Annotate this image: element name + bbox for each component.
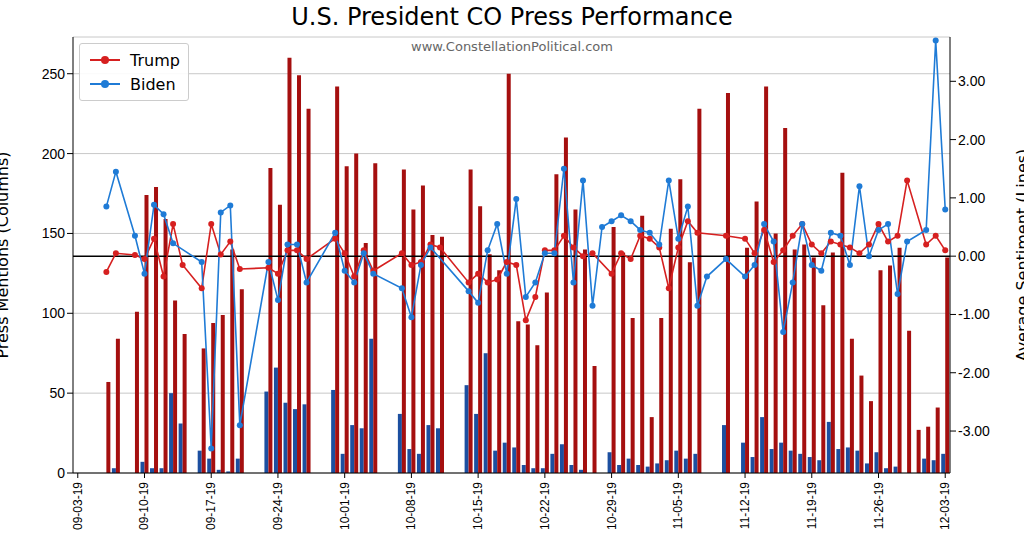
svg-text:3.00: 3.00 [958, 73, 985, 89]
svg-text:100: 100 [42, 305, 66, 321]
svg-text:2.00: 2.00 [958, 132, 985, 148]
svg-text:10-22-19: 10-22-19 [538, 482, 552, 530]
svg-text:50: 50 [49, 385, 65, 401]
svg-text:09-24-19: 09-24-19 [271, 482, 285, 530]
svg-text:12-03-19: 12-03-19 [938, 482, 952, 530]
svg-text:Average Sentiment (Lines): Average Sentiment (Lines) [1013, 149, 1016, 362]
svg-text:09-17-19: 09-17-19 [204, 482, 218, 530]
svg-text:09-03-19: 09-03-19 [71, 482, 85, 530]
svg-text:-3.00: -3.00 [958, 423, 990, 439]
svg-text:10-08-19: 10-08-19 [404, 482, 418, 530]
html-text:U.S. President CO Press Perfor: U.S. President CO Press Performance [291, 3, 733, 31]
svg-text:10-01-19: 10-01-19 [338, 482, 352, 530]
svg-text:10-29-19: 10-29-19 [605, 482, 619, 530]
svg-text:11-26-19: 11-26-19 [872, 482, 886, 529]
svg-text:250: 250 [42, 66, 66, 82]
svg-text:09-10-19: 09-10-19 [137, 482, 151, 530]
svg-text:1.00: 1.00 [958, 190, 985, 206]
svg-text:11-05-19: 11-05-19 [671, 482, 685, 529]
svg-text:150: 150 [42, 225, 66, 241]
html-text:Trump: Trump [130, 50, 180, 70]
html-text:www.ConstellationPolitical.com: www.ConstellationPolitical.com [411, 39, 613, 54]
svg-text:11-12-19: 11-12-19 [738, 482, 752, 529]
svg-text:200: 200 [42, 146, 66, 162]
svg-text:0.00: 0.00 [958, 248, 985, 264]
html-text:Biden: Biden [130, 74, 176, 94]
svg-text:10-15-19: 10-15-19 [471, 482, 485, 530]
svg-text:-2.00: -2.00 [958, 365, 990, 381]
svg-text:0: 0 [57, 465, 65, 481]
svg-text:11-19-19: 11-19-19 [805, 482, 819, 529]
svg-text:Press Mentions (Columns): Press Mentions (Columns) [8, 151, 12, 358]
svg-text:-1.00: -1.00 [958, 306, 990, 322]
